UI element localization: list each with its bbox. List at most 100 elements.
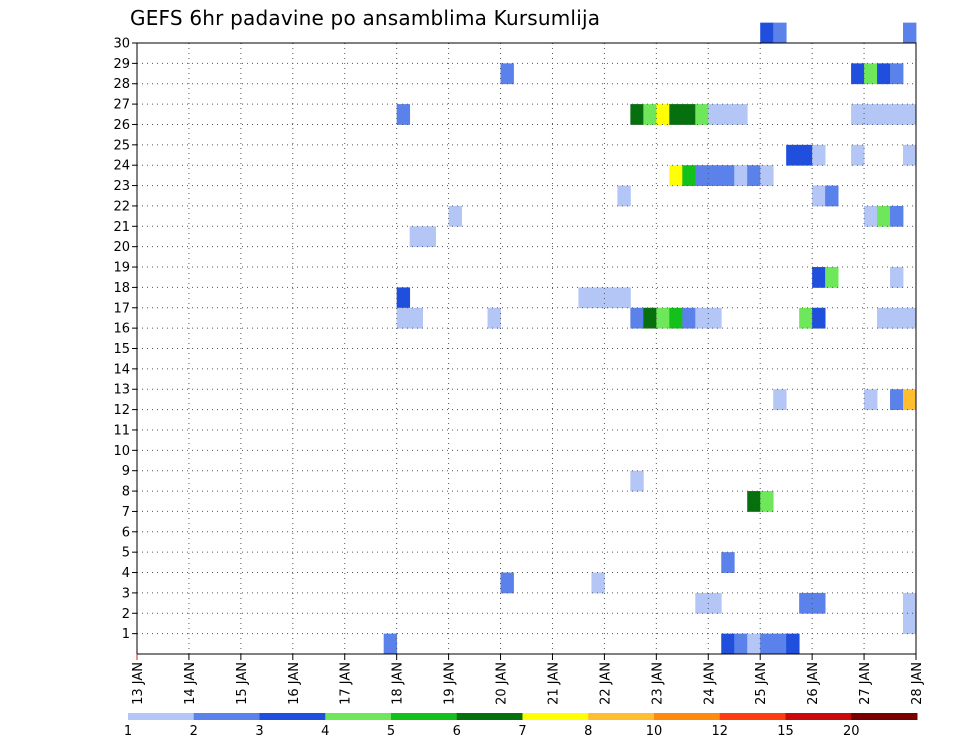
heatmap-cell	[383, 633, 398, 655]
heatmap-cell	[604, 287, 618, 309]
heatmap-cell	[890, 205, 904, 227]
heatmap-cell	[877, 307, 891, 329]
y-tick-label: 9	[122, 464, 130, 479]
x-tick-label: 20 JAN	[495, 662, 510, 705]
heatmap-cell	[812, 307, 826, 329]
heatmap-cell	[409, 226, 424, 248]
heatmap-cell	[643, 104, 657, 125]
heatmap-cell	[851, 63, 865, 85]
x-tick-label: 14 JAN	[183, 662, 198, 705]
x-tick-label: 24 JAN	[702, 662, 717, 705]
heatmap-cell	[812, 185, 826, 207]
heatmap-cell	[695, 307, 709, 329]
heatmap-cell	[786, 144, 800, 166]
heatmap-cell	[448, 205, 462, 227]
y-tick-label: 25	[113, 138, 130, 153]
legend-label: 20	[843, 724, 860, 739]
heatmap-cell	[669, 104, 683, 125]
legend-swatch	[128, 713, 195, 720]
chart-title: GEFS 6hr padavine po ansamblima Kursumli…	[130, 6, 601, 30]
y-tick-label: 22	[113, 199, 130, 214]
x-tick-label: 26 JAN	[806, 662, 821, 705]
heatmap-cell	[682, 104, 696, 125]
heatmap-cell	[487, 307, 501, 329]
legend-swatch	[851, 713, 918, 720]
heatmap-cell	[682, 307, 696, 329]
legend-swatch	[193, 713, 260, 720]
heatmap-cell	[760, 165, 774, 186]
heatmap-cell	[890, 389, 904, 410]
y-tick-label: 23	[113, 179, 130, 194]
heatmap-cell	[396, 104, 411, 125]
y-tick-label: 20	[113, 240, 130, 255]
heatmap-cell	[617, 185, 631, 207]
heatmap-cell	[708, 104, 722, 125]
heatmap-cell	[903, 22, 917, 44]
heatmap-cell	[825, 267, 839, 288]
legend-label: 1	[124, 724, 132, 739]
heatmap-cell	[708, 165, 722, 186]
heatmap-cell	[864, 389, 878, 410]
y-axis: 1234567891011121314151617181920212223242…	[113, 37, 137, 642]
heatmap-cell	[695, 165, 709, 186]
x-tick-label: 17 JAN	[339, 662, 354, 705]
heatmap-cell	[812, 592, 826, 614]
legend-swatch	[325, 713, 392, 720]
heatmap-cell	[877, 104, 891, 125]
heatmap-cell	[708, 592, 722, 614]
y-tick-label: 26	[113, 118, 130, 133]
heatmap-cell	[617, 287, 631, 309]
legend-swatch	[391, 713, 458, 720]
heatmap-cell	[903, 104, 917, 125]
heatmap-cell	[773, 389, 787, 410]
y-tick-label: 28	[113, 77, 130, 92]
y-tick-label: 29	[113, 57, 130, 72]
heatmap-cell	[682, 165, 696, 186]
legend-swatch	[654, 713, 721, 720]
heatmap-cell	[864, 104, 878, 125]
y-tick-label: 2	[122, 607, 130, 622]
legend-label: 7	[518, 724, 526, 739]
x-tick-label: 19 JAN	[443, 662, 458, 705]
heatmap-cell	[825, 185, 839, 207]
x-tick-label: 27 JAN	[858, 662, 873, 705]
x-axis: 13 JAN 14 JAN 15 JAN 16 JAN 17 JAN 18 JAN 19 J…	[131, 654, 925, 705]
y-tick-label: 13	[113, 383, 130, 398]
heatmap-cell	[773, 22, 787, 44]
heatmap-cell	[630, 470, 644, 492]
y-tick-label: 17	[113, 301, 130, 316]
heatmap-cell	[591, 572, 605, 594]
x-tick-label: 16 JAN	[287, 662, 302, 705]
y-tick-label: 14	[113, 362, 130, 377]
heatmap-cell	[396, 307, 411, 329]
heatmap-cell	[643, 307, 657, 329]
heatmap-cell	[903, 307, 917, 329]
heatmap-cell	[747, 633, 761, 655]
legend-swatch	[785, 713, 852, 720]
x-tick-label: 25 JAN	[754, 662, 769, 705]
y-tick-label: 10	[113, 444, 130, 459]
heatmap-cell	[708, 307, 722, 329]
heatmap-cell	[656, 104, 670, 125]
legend-label: 3	[255, 724, 263, 739]
x-tick-label: 18 JAN	[391, 662, 406, 705]
legend-label: 15	[777, 724, 794, 739]
heatmap-cell	[760, 22, 774, 44]
heatmap-cell	[409, 307, 424, 329]
heatmap-cell	[890, 267, 904, 288]
x-tick-label: 22 JAN	[598, 662, 613, 705]
heatmap-cell	[721, 633, 735, 655]
x-tick-label: 23 JAN	[650, 662, 665, 705]
heatmap-cell	[786, 633, 800, 655]
legend-swatch	[259, 713, 326, 720]
heatmap-cell	[669, 307, 683, 329]
plot-frame	[136, 42, 917, 655]
heatmap-cell	[851, 104, 865, 125]
heatmap-cell	[903, 592, 917, 614]
heatmap-cell	[877, 205, 891, 227]
heatmap-cell	[773, 633, 787, 655]
y-tick-label: 6	[122, 525, 130, 540]
heatmap-cell	[721, 104, 735, 125]
heatmap-cell	[760, 633, 774, 655]
